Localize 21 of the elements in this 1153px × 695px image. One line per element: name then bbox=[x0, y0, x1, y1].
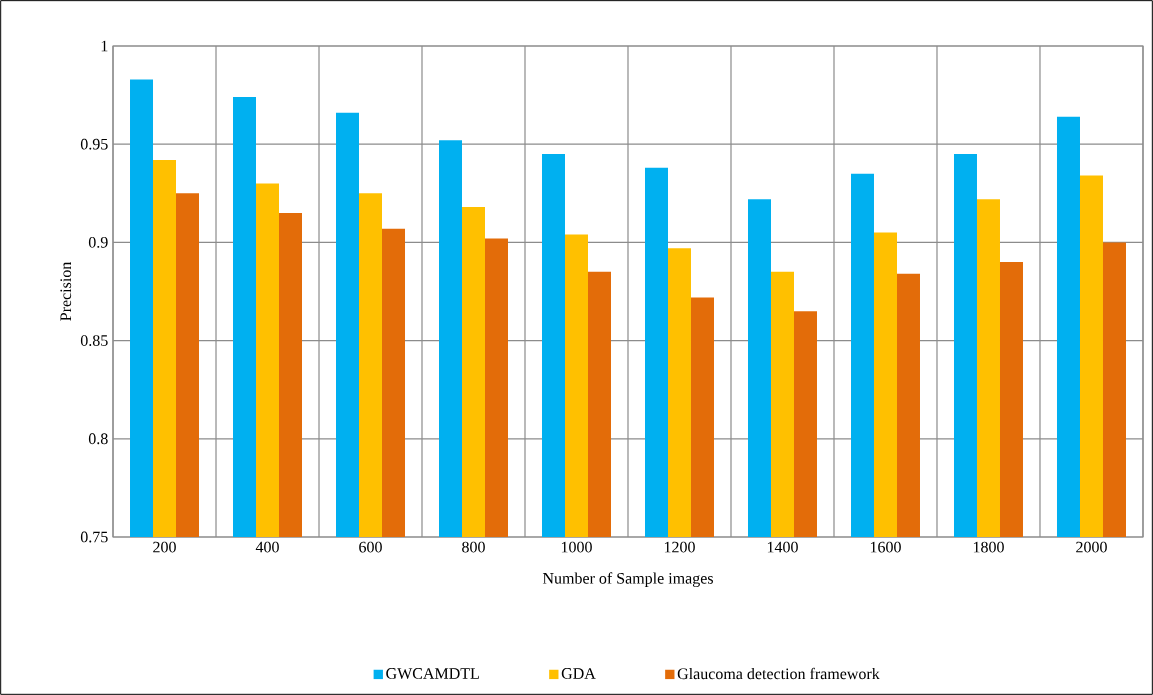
x-tick-label: 1200 bbox=[664, 541, 695, 553]
legend-label: GWCAMDTL bbox=[386, 668, 479, 679]
y-tick-label: 1 bbox=[101, 40, 108, 52]
x-tick-label: 1400 bbox=[767, 541, 798, 553]
x-tick-label: 1000 bbox=[561, 541, 592, 553]
x-tick-label: 1800 bbox=[973, 541, 1004, 553]
y-tick-label: 0.8 bbox=[88, 433, 108, 445]
y-tick-label: 0.9 bbox=[88, 236, 108, 248]
y-tick-label: 0.85 bbox=[80, 335, 108, 347]
y-axis-title: Precision bbox=[60, 261, 72, 321]
x-tick-label: 200 bbox=[153, 541, 176, 553]
x-axis-title: Number of Sample images bbox=[542, 572, 713, 588]
y-tick-label: 0.75 bbox=[80, 531, 108, 543]
y-tick-label: 0.95 bbox=[80, 138, 108, 150]
x-tick-label: 600 bbox=[359, 541, 382, 553]
x-tick-label: 1600 bbox=[870, 541, 901, 553]
legend-label: Glaucoma detection framework bbox=[677, 667, 880, 680]
x-tick-label: 2000 bbox=[1076, 541, 1107, 553]
x-tick-label: 800 bbox=[462, 541, 485, 553]
legend-label: GDA bbox=[561, 668, 596, 679]
x-tick-label: 400 bbox=[255, 541, 279, 553]
